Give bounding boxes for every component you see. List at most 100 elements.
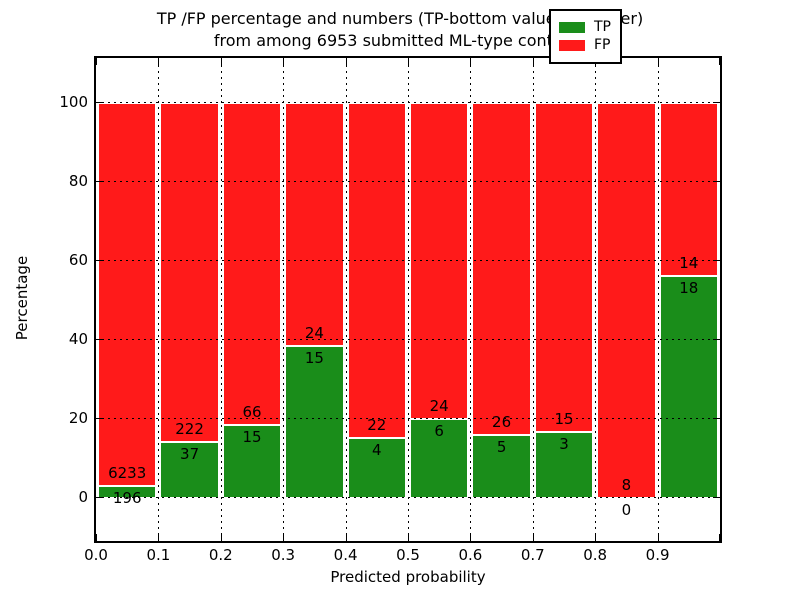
x-tick-label: 0.2 — [208, 546, 233, 564]
tick-mark — [719, 534, 720, 541]
tick-mark — [96, 534, 97, 541]
tick-mark — [408, 58, 409, 65]
tick-mark — [346, 58, 347, 65]
x-tick-label: 0.4 — [333, 546, 358, 564]
bar-count-label-tp: 37 — [180, 444, 200, 463]
bar-tp-segment — [471, 433, 532, 498]
bar-count-label-tp: 4 — [372, 440, 382, 459]
bar-count-label-fp: 222 — [175, 419, 204, 438]
bar-count-label-fp: 24 — [304, 324, 324, 343]
bar-count-label-tp: 6 — [434, 422, 444, 441]
x-tick-label: 0.0 — [84, 546, 108, 564]
tick-mark — [533, 58, 534, 65]
bar-tp-segment — [284, 345, 345, 498]
bar-fp-segment — [159, 101, 220, 441]
x-tick-label: 0.3 — [271, 546, 296, 564]
bar-count-label-fp: 14 — [679, 253, 699, 272]
x-tick-label: 0.7 — [520, 546, 545, 564]
legend-swatch-tp — [559, 22, 585, 33]
bar-fp-segment — [658, 101, 719, 275]
x-tick-label: 0.5 — [396, 546, 420, 564]
bar-count-label-fp: 6233 — [108, 464, 147, 483]
gridline-vertical — [533, 58, 534, 541]
tick-mark — [158, 58, 159, 65]
tick-mark — [470, 58, 471, 65]
x-tick-label: 0.6 — [458, 546, 483, 564]
bar-count-label-tp: 15 — [242, 428, 262, 447]
tick-mark — [713, 260, 720, 261]
chart-title-line1: TP /FP percentage and numbers (TP-bottom… — [156, 9, 644, 28]
legend-label: FP — [594, 37, 611, 53]
y-tick-label: 40 — [68, 330, 88, 349]
tick-mark — [713, 181, 720, 182]
bar-fp-segment — [533, 101, 595, 432]
chart-title-line2: from among 6953 submitted ML-type contac… — [213, 31, 587, 50]
bar-tp-segment — [409, 418, 470, 498]
tick-mark — [658, 534, 659, 541]
gridline-vertical — [158, 58, 159, 541]
tick-mark — [713, 497, 720, 498]
bar-tp-segment — [346, 436, 407, 498]
tick-mark — [96, 181, 103, 182]
y-tick-label: 100 — [59, 92, 88, 111]
bar-fp-segment — [596, 101, 657, 498]
tick-mark — [96, 260, 103, 261]
bar-fp-segment — [284, 101, 345, 346]
bar-count-label-fp: 24 — [429, 397, 449, 416]
tick-mark — [713, 339, 720, 340]
bar-count-label-fp: 66 — [242, 403, 262, 422]
legend-row: TP — [559, 20, 611, 35]
tick-mark — [713, 418, 720, 419]
bar-fp-segment — [471, 101, 532, 434]
gridline-vertical — [283, 58, 284, 541]
x-tick-label: 0.9 — [645, 546, 670, 564]
tick-mark — [96, 497, 103, 498]
tick-mark — [221, 534, 222, 541]
bar-count-label-fp: 26 — [492, 412, 512, 431]
plot-area: 6233 196 222 37 66 15 24 15 22 4 24 6 26 5 15 3 8 0 14 18 — [94, 56, 722, 543]
legend-swatch-fp — [559, 40, 585, 51]
bar-fp-segment — [221, 101, 283, 425]
gridline-vertical — [595, 58, 596, 541]
tick-mark — [719, 58, 720, 65]
bar-count-label-tp: 3 — [559, 435, 569, 454]
y-tick-label: 60 — [68, 250, 88, 269]
gridline-vertical — [658, 58, 659, 541]
bar-tp-segment — [97, 485, 158, 498]
tick-mark — [158, 534, 159, 541]
bar-tp-segment — [159, 440, 220, 498]
bar-fp-segment — [97, 101, 158, 486]
tick-mark — [713, 102, 720, 103]
tick-mark — [96, 58, 97, 65]
tick-mark — [595, 534, 596, 541]
chart-title: TP /FP percentage and numbers (TP-bottom… — [0, 8, 800, 52]
gridline-vertical — [408, 58, 409, 541]
gridline-vertical — [346, 58, 347, 541]
tick-mark — [96, 102, 103, 103]
bar-tp-segment — [221, 424, 283, 498]
y-tick-label: 20 — [68, 409, 88, 428]
tick-mark — [346, 534, 347, 541]
tick-mark — [283, 58, 284, 65]
legend-row: FP — [559, 38, 611, 53]
tick-mark — [283, 534, 284, 541]
gridline-vertical — [221, 58, 222, 541]
y-axis-label: Percentage — [13, 255, 31, 341]
bar-fp-segment — [409, 101, 470, 419]
tick-mark — [533, 534, 534, 541]
y-tick-label: 80 — [68, 171, 88, 190]
bar-count-label-fp: 8 — [621, 476, 632, 495]
bar-count-label-tp: 18 — [679, 278, 699, 297]
legend-label: TP — [594, 19, 611, 35]
x-tick-label: 0.8 — [583, 546, 608, 564]
bar-count-label-fp: 15 — [554, 410, 574, 429]
bar-count-label-tp: 15 — [304, 349, 324, 368]
tick-mark — [96, 339, 103, 340]
bar-count-label-tp: 5 — [496, 437, 507, 456]
gridline-vertical — [470, 58, 471, 541]
tick-mark — [658, 58, 659, 65]
tick-mark — [470, 534, 471, 541]
y-tick-label: 0 — [78, 488, 88, 507]
bar-count-label-tp: 0 — [621, 501, 632, 520]
